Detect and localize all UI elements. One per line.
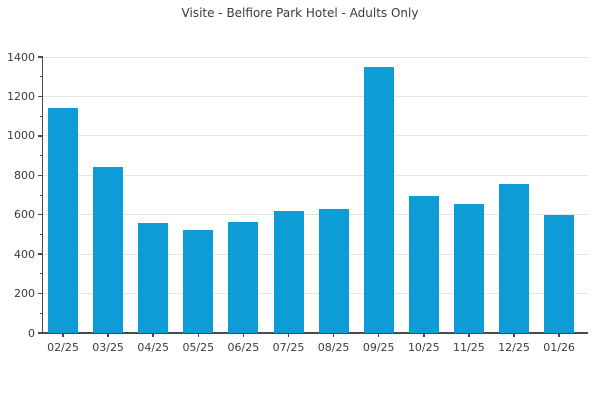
bar-07-25 <box>273 210 304 333</box>
gridline <box>43 135 588 137</box>
x-tick-label: 01/26 <box>543 341 575 354</box>
x-axis-tick <box>513 333 515 337</box>
x-tick-label: 10/25 <box>407 341 440 354</box>
x-tick-label: 11/25 <box>453 341 485 354</box>
bar-02-25 <box>48 108 78 333</box>
y-tick-label: 1400 <box>7 50 35 64</box>
y-axis-tick <box>38 253 43 255</box>
x-axis-tick <box>197 333 200 337</box>
x-axis-tick <box>468 333 470 337</box>
y-tick-label: 600 <box>14 208 35 222</box>
gridline <box>43 56 588 58</box>
y-tick-label: 1200 <box>7 89 35 103</box>
chart-title: Visite - Belfiore Park Hotel - Adults On… <box>181 6 419 20</box>
bar-01-26 <box>544 214 575 333</box>
x-tick-label: 02/25 <box>47 341 79 354</box>
y-tick-label: 1000 <box>7 129 35 143</box>
bar-10-25 <box>408 195 439 333</box>
bar-04-25 <box>138 222 169 333</box>
x-axis-tick <box>423 333 425 337</box>
bar-08-25 <box>318 208 349 333</box>
y-axis-tick <box>38 56 43 58</box>
y-axis-tick <box>38 174 43 177</box>
x-axis-tick <box>152 333 154 337</box>
x-axis-line <box>41 332 588 334</box>
x-tick-label: 06/25 <box>227 341 260 354</box>
x-tick-label: 04/25 <box>137 341 170 354</box>
gridline <box>43 293 588 295</box>
x-axis-tick <box>558 333 560 337</box>
y-axis-line <box>41 57 43 333</box>
y-axis-tick <box>38 292 43 295</box>
bar-03-25 <box>93 167 124 333</box>
y-axis-tick <box>38 213 43 216</box>
x-tick-label: 09/25 <box>362 341 395 354</box>
x-axis-tick <box>242 333 245 337</box>
y-axis-tick <box>38 95 43 98</box>
x-axis-tick <box>287 333 290 337</box>
y-axis-tick <box>38 332 43 334</box>
y-tick-label: 0 <box>28 326 35 340</box>
bar-05-25 <box>183 230 214 333</box>
x-axis-tick <box>62 333 64 337</box>
bar-06-25 <box>228 221 259 333</box>
gridline <box>43 174 588 176</box>
bar-09-25 <box>363 66 394 333</box>
x-axis-tick <box>377 333 380 337</box>
gridline <box>43 95 588 97</box>
bar-11-25 <box>453 203 484 333</box>
gridline <box>43 253 588 255</box>
x-axis-tick <box>107 333 109 337</box>
x-tick-label: 08/25 <box>317 341 350 354</box>
bar-12-25 <box>499 184 529 333</box>
x-tick-label: 05/25 <box>182 341 215 354</box>
y-axis-tick <box>38 135 43 137</box>
gridline <box>43 214 588 216</box>
x-tick-label: 03/25 <box>92 341 124 354</box>
x-axis-tick <box>332 333 335 337</box>
y-tick-label: 400 <box>14 247 35 261</box>
y-tick-label: 800 <box>14 168 35 182</box>
x-tick-label: 12/25 <box>498 341 530 354</box>
x-tick-label: 07/25 <box>272 341 305 354</box>
y-tick-label: 200 <box>14 287 35 301</box>
